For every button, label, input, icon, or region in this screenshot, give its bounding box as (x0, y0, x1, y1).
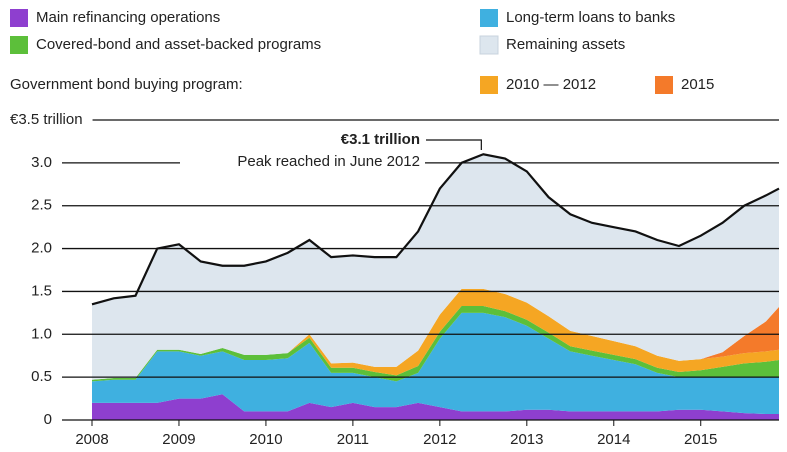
legend-swatch (480, 76, 498, 94)
legend-swatch (10, 36, 28, 54)
legend-swatch (655, 76, 673, 94)
x-tick-label: 2015 (684, 431, 717, 448)
x-tick-label: 2010 (249, 431, 282, 448)
annotation-value: €3.1 trillion (341, 131, 420, 148)
annotation-bg (180, 152, 425, 172)
legend-swatch (479, 35, 499, 55)
y-tick-label: 0.5 (31, 368, 52, 385)
x-tick-label: 2012 (423, 431, 456, 448)
legend-label: Main refinancing operations (36, 9, 220, 26)
x-tick-label: 2009 (162, 431, 195, 448)
legend-label: 2010 — 2012 (506, 76, 596, 93)
y-tick-label: 1.0 (31, 325, 52, 342)
total-line (91, 153, 780, 306)
y-tick-label: 2.0 (31, 240, 52, 257)
legend-label: Covered-bond and asset-backed programs (36, 36, 321, 53)
x-tick-label: 2011 (337, 431, 369, 448)
x-tick-label: 2014 (597, 431, 630, 448)
legend-label: 2015 (681, 76, 714, 93)
y-tick-label: 3.0 (31, 154, 52, 171)
x-tick-label: 2008 (75, 431, 108, 448)
legend-label: Remaining assets (506, 36, 625, 53)
legend-label: Long-term loans to banks (506, 9, 675, 26)
annotation-leader (426, 139, 482, 150)
area (92, 306, 779, 382)
legend-swatch (10, 9, 28, 27)
legend-heading: Government bond buying program: (10, 76, 243, 93)
y-tick-label: 2.5 (31, 197, 52, 214)
legend-swatch (480, 9, 498, 27)
annotation-text: Peak reached in June 2012 (237, 153, 420, 170)
y-tick-label: 1.5 (31, 282, 52, 299)
area (92, 312, 779, 414)
area (92, 394, 779, 420)
x-tick-label: 2013 (510, 431, 543, 448)
y-tick-label: 0 (44, 411, 52, 428)
y-tick-label: €3.5 trillion (10, 111, 83, 128)
area (92, 154, 779, 380)
